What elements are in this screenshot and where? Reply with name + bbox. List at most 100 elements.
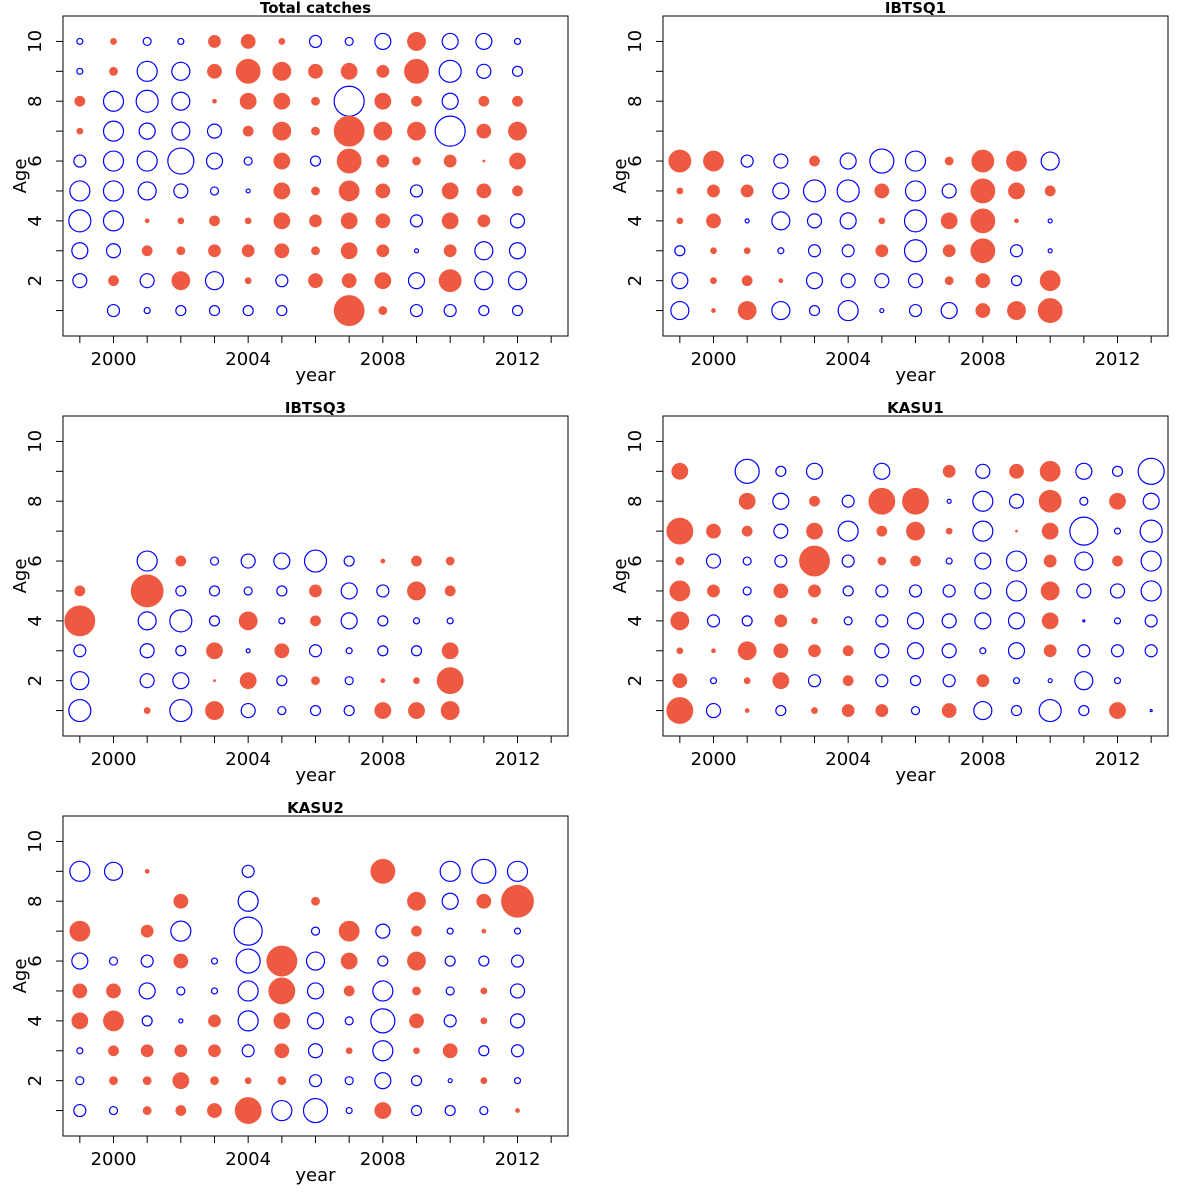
bubble-negative bbox=[979, 647, 987, 655]
bubble-positive bbox=[274, 643, 290, 659]
bubble-negative bbox=[869, 148, 895, 174]
bubble-positive bbox=[976, 674, 990, 688]
bubble-negative bbox=[377, 645, 389, 657]
y-tick-label: 4 bbox=[625, 215, 646, 226]
bubble-negative bbox=[909, 675, 922, 687]
bubble-negative bbox=[875, 674, 889, 688]
bubble-positive bbox=[1109, 492, 1126, 510]
x-axis-label: year bbox=[895, 365, 936, 386]
bubble-negative bbox=[1140, 580, 1162, 602]
bubble-positive bbox=[310, 615, 321, 627]
bubble-negative bbox=[509, 1013, 526, 1029]
bubble-positive bbox=[808, 584, 821, 598]
bubble-negative bbox=[874, 643, 890, 659]
bubble-positive bbox=[208, 244, 221, 258]
bubble-positive bbox=[442, 1043, 458, 1059]
x-tick-label: 2008 bbox=[960, 349, 1006, 370]
bubble-negative bbox=[72, 273, 88, 289]
bubble-positive bbox=[740, 184, 754, 198]
bubble-negative bbox=[1078, 704, 1090, 717]
bubble-positive bbox=[672, 673, 688, 689]
bubble-positive bbox=[670, 611, 690, 631]
x-tick-label: 2004 bbox=[225, 349, 271, 370]
bubble-negative bbox=[741, 615, 753, 627]
bubble-positive bbox=[945, 527, 953, 535]
y-tick-label: 2 bbox=[625, 675, 646, 686]
bubble-positive bbox=[676, 187, 684, 195]
bubble-positive bbox=[206, 642, 223, 660]
x-tick-label: 2000 bbox=[691, 749, 737, 770]
bubble-negative bbox=[410, 645, 423, 657]
bubble-negative bbox=[175, 304, 187, 317]
bubble-positive bbox=[171, 271, 191, 291]
bubble-positive bbox=[808, 644, 821, 658]
x-tick-label: 2008 bbox=[360, 349, 406, 370]
bubble-negative bbox=[510, 1044, 525, 1058]
bubble-positive bbox=[408, 702, 425, 719]
bubble-negative bbox=[972, 490, 994, 512]
bubble-negative bbox=[1012, 677, 1021, 685]
bubble-negative bbox=[205, 152, 224, 170]
bubble-positive bbox=[311, 96, 320, 106]
bubble-positive bbox=[741, 275, 753, 287]
bubble-negative bbox=[140, 954, 154, 968]
bubble-positive bbox=[407, 32, 426, 51]
bubble-negative bbox=[438, 59, 462, 83]
bubble-positive bbox=[207, 1103, 222, 1118]
bubble-negative bbox=[1010, 704, 1023, 717]
bubble-positive bbox=[273, 182, 291, 200]
bubble-negative bbox=[974, 552, 992, 570]
bubble-positive bbox=[309, 214, 322, 228]
bubble-negative bbox=[904, 150, 927, 172]
bubble-negative bbox=[774, 554, 788, 568]
bubble-positive bbox=[970, 238, 996, 264]
bubble-negative bbox=[169, 698, 193, 723]
bubble-negative bbox=[345, 647, 353, 655]
bubble-positive bbox=[811, 707, 818, 714]
bubble-positive bbox=[706, 213, 721, 229]
bubble-positive bbox=[239, 672, 257, 690]
bubble-negative bbox=[138, 122, 156, 140]
bubble-positive bbox=[711, 648, 716, 654]
bubble-positive bbox=[676, 647, 684, 655]
bubble-positive bbox=[477, 214, 491, 228]
bubble-negative bbox=[105, 243, 122, 259]
bubble-negative bbox=[1142, 492, 1160, 510]
bubble-negative bbox=[671, 272, 689, 290]
y-tick-label: 2 bbox=[25, 675, 46, 686]
y-tick-label: 4 bbox=[25, 215, 46, 226]
bubble-negative bbox=[744, 218, 750, 224]
bubble-positive bbox=[409, 1013, 424, 1029]
bubble-positive bbox=[445, 556, 455, 566]
bubble-positive bbox=[278, 38, 286, 45]
bubble-negative bbox=[407, 272, 426, 290]
bubble-positive bbox=[242, 125, 254, 137]
bubbles bbox=[64, 549, 464, 723]
bubble-negative bbox=[511, 65, 524, 77]
bubble-positive bbox=[340, 242, 358, 260]
bubble-negative bbox=[740, 154, 754, 168]
bubble-negative bbox=[478, 955, 490, 967]
bubble-negative bbox=[170, 920, 192, 942]
bubble-negative bbox=[772, 492, 790, 510]
bubble-positive bbox=[480, 1077, 488, 1085]
bubble-negative bbox=[241, 864, 255, 878]
bubble-positive bbox=[311, 126, 320, 136]
bubble-negative bbox=[441, 892, 459, 910]
bubble-positive bbox=[811, 617, 818, 625]
bubble-negative bbox=[169, 609, 193, 633]
y-tick-label: 10 bbox=[25, 830, 46, 853]
bubble-negative bbox=[972, 520, 994, 542]
bubble-negative bbox=[309, 704, 322, 717]
bubble-positive bbox=[380, 678, 386, 684]
bubble-positive bbox=[407, 581, 426, 601]
bubble-positive bbox=[480, 987, 488, 995]
bubble-positive bbox=[476, 183, 492, 199]
bubble-positive bbox=[436, 667, 464, 695]
bubble-positive bbox=[308, 63, 323, 79]
bubble-positive bbox=[707, 584, 720, 598]
bubble-negative bbox=[243, 156, 253, 166]
bubble-positive bbox=[501, 884, 534, 918]
bubble-positive bbox=[515, 1108, 520, 1113]
